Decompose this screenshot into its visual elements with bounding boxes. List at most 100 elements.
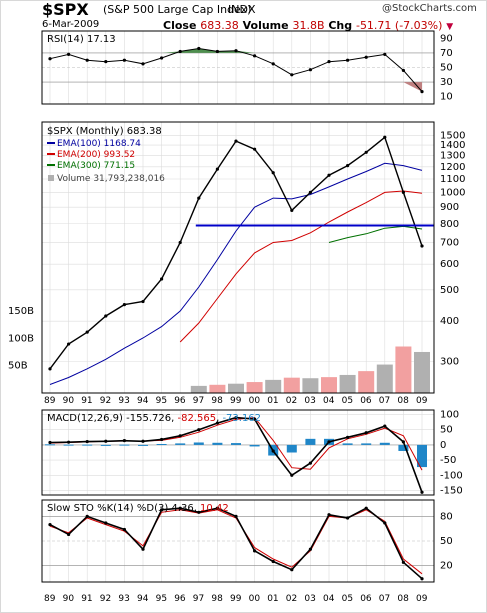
stoch-point [122, 527, 126, 532]
x-tick-label: 04 [323, 396, 335, 406]
rsi-point [67, 52, 71, 56]
macd-point [67, 440, 71, 444]
macd-point [104, 439, 108, 443]
chart-symbol: $SPX [42, 0, 89, 19]
volume-bar [414, 351, 430, 393]
price-point [308, 190, 312, 194]
price-tick-label: 1400 [440, 140, 465, 151]
x-tick-label-bottom: 89 [44, 594, 56, 604]
stoch-tick-label: 50 [440, 536, 453, 547]
volume-bar [302, 378, 319, 393]
stoch-legend-k: 4.36 [171, 503, 193, 514]
x-tick-label-bottom: 09 [416, 594, 428, 604]
chart-exchange: INDX [228, 3, 256, 16]
x-tick-label-bottom: 93 [118, 594, 129, 604]
rsi-point [271, 62, 275, 66]
macd-legend-sep: , [171, 413, 177, 424]
stoch-legend-sep: , [194, 503, 200, 514]
stoch-point [215, 506, 219, 510]
x-tick-label-bottom: 01 [267, 594, 278, 604]
macd-histogram-bar [138, 444, 148, 446]
x-tick-label-bottom: 08 [397, 594, 409, 604]
x-tick-label-bottom: 91 [81, 594, 92, 604]
macd-point [85, 439, 89, 444]
rsi-point [197, 46, 201, 51]
price-point [197, 196, 201, 200]
volume-tick-label: 50B [8, 361, 28, 372]
x-tick-label-bottom: 90 [63, 594, 75, 604]
stoch-point [420, 577, 424, 581]
stoch-tick-label: 80 [440, 511, 453, 522]
volume-bar [339, 374, 356, 393]
volume-bar [321, 377, 337, 393]
volume-bar [246, 382, 263, 393]
rsi-point [48, 57, 52, 61]
rsi-point [104, 60, 108, 64]
macd-histogram-bar [156, 444, 167, 445]
stoch-point [383, 521, 387, 525]
x-tick-label: 90 [63, 396, 75, 406]
ema100-line [49, 162, 423, 385]
x-tick-label: 91 [81, 396, 92, 406]
price-point [364, 150, 368, 154]
rsi-tick-label: 90 [440, 33, 453, 44]
price-point [141, 299, 145, 304]
price-tick-label: 900 [440, 202, 459, 213]
macd-tick-label: -100 [440, 470, 463, 481]
macd-histogram-bar [305, 438, 316, 445]
chart-index-name: (S&P 500 Large Cap Index) [103, 3, 252, 16]
macd-histogram-bar [63, 444, 74, 446]
volume-label: Volume [242, 19, 289, 32]
change-value: -51.71 (-7.03%) [355, 19, 443, 32]
macd-histogram-bar [100, 444, 111, 446]
macd-legend-sep: , [216, 413, 222, 424]
stoch-point [67, 532, 71, 537]
macd-point [160, 437, 164, 442]
price-point [327, 173, 331, 177]
price-tick-label: 1000 [440, 187, 465, 198]
volume-bar [190, 385, 207, 393]
price-point [85, 330, 89, 334]
x-tick-label-bottom: 98 [211, 594, 223, 604]
ema200-line [179, 190, 423, 343]
x-tick-label: 98 [211, 396, 223, 406]
x-tick-label: 03 [304, 396, 315, 406]
macd-histogram-bar [119, 444, 130, 446]
ema-legend-entry: EMA(100) 1168.74 [57, 139, 141, 149]
stoch-panel [41, 499, 435, 583]
price-point [253, 147, 257, 151]
rsi-tick-label: 30 [440, 77, 453, 88]
macd-histogram-bar [212, 442, 223, 445]
stoch-point [364, 506, 368, 510]
price-point [104, 314, 108, 318]
volume-bar [228, 383, 244, 393]
price-tick-label: 1300 [440, 151, 465, 162]
x-tick-label: 99 [230, 396, 242, 406]
x-tick-label: 94 [137, 396, 149, 406]
price-point [122, 303, 126, 307]
ema-legend-entry: EMA(300) 771.15 [57, 161, 135, 171]
macd-point [364, 431, 368, 435]
x-tick-label-bottom: 97 [193, 594, 204, 604]
macd-tick-label: 50 [440, 425, 453, 436]
stoch-point [271, 559, 275, 564]
macd-histogram-bar [398, 444, 409, 451]
macd-point [401, 440, 405, 444]
volume-bar [358, 371, 375, 393]
x-tick-label: 93 [118, 396, 129, 406]
change-label: Chg [328, 19, 353, 32]
chart-date: 6-Mar-2009 [42, 19, 100, 30]
x-tick-label-bottom: 03 [304, 594, 315, 604]
volume-tick-label: 150B [8, 306, 34, 317]
rsi-point [122, 58, 126, 62]
x-tick-label-bottom: 02 [286, 594, 297, 604]
stoch-point [253, 549, 257, 553]
price-tick-label: 600 [440, 259, 459, 270]
price-tick-label: 300 [440, 357, 459, 368]
macd-histogram-bar [193, 442, 204, 445]
price-point [160, 277, 164, 281]
stoch-legend-d: 10.42 [200, 503, 229, 514]
x-tick-label-bottom: 95 [156, 594, 167, 604]
price-tick-label: 1100 [440, 174, 465, 185]
